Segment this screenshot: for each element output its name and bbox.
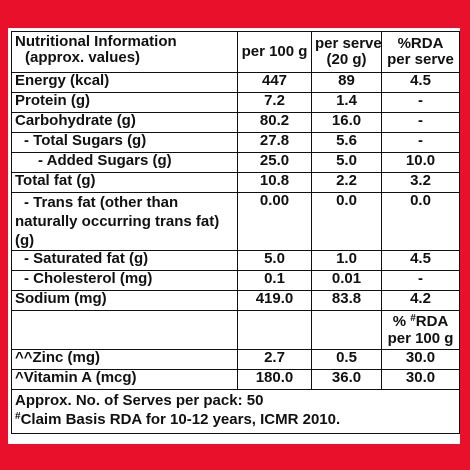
rda-prefix: %	[392, 313, 411, 330]
row-per100: 25.0	[237, 152, 312, 173]
row-label: ^^Zinc (mg)	[11, 349, 238, 370]
table-row: ^Vitamin A (mcg) 180.0 36.0 30.0	[11, 369, 460, 390]
row-label: Protein (g)	[11, 92, 238, 113]
row-per-serve: 36.0	[311, 369, 382, 390]
claim-note-line: #Claim Basis RDA for 10-12 years, ICMR 2…	[15, 410, 456, 429]
row-label-line2: naturally occurring trans fat) (g)	[15, 213, 220, 249]
header-per-serve-line2: (20 g)	[326, 51, 367, 68]
table-row: Total fat (g) 10.8 2.2 3.2	[11, 172, 460, 193]
row-per-serve: 1.4	[311, 92, 382, 113]
serves-note: Approx. No. of Serves per pack: 50	[15, 392, 264, 409]
header-per-serve: per serve (20 g)	[311, 31, 382, 73]
header-rda-per100-line1: % #RDA	[385, 313, 456, 330]
header-per-serve-line1: per serve	[315, 35, 382, 52]
table-row: - Cholesterol (mg) 0.1 0.01 -	[11, 270, 460, 291]
row-rda: 3.2	[381, 172, 460, 193]
row-per-serve: 16.0	[311, 112, 382, 133]
row-rda: 30.0	[381, 369, 460, 390]
row-per-serve: 1.0	[311, 250, 382, 271]
row-label: - Saturated fat (g)	[11, 250, 238, 271]
row-per100: 7.2	[237, 92, 312, 113]
row-per100: 447	[237, 72, 312, 93]
empty-cell	[311, 310, 382, 350]
row-label: ^Vitamin A (mcg)	[11, 369, 238, 390]
row-per-serve: 83.8	[311, 290, 382, 311]
row-per100: 180.0	[237, 369, 312, 390]
row-rda: -	[381, 132, 460, 153]
row-per-serve: 5.0	[311, 152, 382, 173]
row-per100: 0.00	[237, 192, 312, 251]
header-rda-line2: per serve	[387, 51, 454, 68]
row-rda: -	[381, 270, 460, 291]
row-per-serve: 0.0	[311, 192, 382, 251]
table-row: Carbohydrate (g) 80.2 16.0 -	[11, 112, 460, 133]
row-label: Carbohydrate (g)	[11, 112, 238, 133]
row-label: Sodium (mg)	[11, 290, 238, 311]
row-label: Total fat (g)	[11, 172, 238, 193]
header-rda-per100-line2: per 100 g	[387, 330, 454, 347]
row-label-line1: - Trans fat (other than	[24, 194, 179, 211]
row-per100: 27.8	[237, 132, 312, 153]
row-rda: 4.5	[381, 72, 460, 93]
rda-suffix: RDA	[415, 313, 449, 330]
rda-per100-header-row: % #RDA per 100 g	[11, 310, 460, 350]
row-label: Energy (kcal)	[11, 72, 238, 93]
table-row: ^^Zinc (mg) 2.7 0.5 30.0	[11, 349, 460, 370]
row-rda: -	[381, 92, 460, 113]
row-per-serve: 5.6	[311, 132, 382, 153]
row-per100: 419.0	[237, 290, 312, 311]
claim-hash-mark: #	[15, 411, 21, 422]
table-title: Nutritional Information	[15, 33, 177, 50]
row-label: - Added Sugars (g)	[11, 152, 238, 173]
table-row: - Trans fat (other than naturally occurr…	[11, 192, 460, 251]
table-header-row: Nutritional Information (approx. values)…	[11, 31, 460, 73]
rda-hash-mark: #	[410, 313, 416, 324]
table-row: - Saturated fat (g) 5.0 1.0 4.5	[11, 250, 460, 271]
empty-cell	[11, 310, 238, 350]
header-rda: %RDA per serve	[381, 31, 460, 73]
row-per100: 2.7	[237, 349, 312, 370]
table-subtitle: (approx. values)	[25, 49, 141, 66]
row-label: - Cholesterol (mg)	[11, 270, 238, 291]
row-rda: 4.2	[381, 290, 460, 311]
row-per100: 10.8	[237, 172, 312, 193]
row-label: - Trans fat (other than naturally occurr…	[11, 192, 238, 251]
table-row: - Added Sugars (g) 25.0 5.0 10.0	[11, 152, 460, 173]
header-rda-per100: % #RDA per 100 g	[381, 310, 460, 350]
row-per100: 80.2	[237, 112, 312, 133]
table-row: Protein (g) 7.2 1.4 -	[11, 92, 460, 113]
header-rda-line1: %RDA	[397, 35, 444, 52]
table-row: - Total Sugars (g) 27.8 5.6 -	[11, 132, 460, 153]
header-per100: per 100 g	[237, 31, 312, 73]
table-row: Sodium (mg) 419.0 83.8 4.2	[11, 290, 460, 311]
row-rda: 0.0	[381, 192, 460, 251]
row-rda: 10.0	[381, 152, 460, 173]
empty-cell	[237, 310, 312, 350]
row-per100: 5.0	[237, 250, 312, 271]
row-per-serve: 89	[311, 72, 382, 93]
header-title-cell: Nutritional Information (approx. values)	[11, 31, 238, 73]
footer-row: Approx. No. of Serves per pack: 50 #Clai…	[11, 389, 460, 434]
footer-cell: Approx. No. of Serves per pack: 50 #Clai…	[11, 389, 460, 434]
table-row: Energy (kcal) 447 89 4.5	[11, 72, 460, 93]
row-per-serve: 2.2	[311, 172, 382, 193]
claim-note: Claim Basis RDA for 10-12 years, ICMR 20…	[20, 411, 341, 428]
row-rda: 4.5	[381, 250, 460, 271]
row-label: - Total Sugars (g)	[11, 132, 238, 153]
nutrition-table: Nutritional Information (approx. values)…	[11, 31, 460, 434]
row-rda: 30.0	[381, 349, 460, 370]
row-per-serve: 0.5	[311, 349, 382, 370]
row-per100: 0.1	[237, 270, 312, 291]
row-per-serve: 0.01	[311, 270, 382, 291]
row-rda: -	[381, 112, 460, 133]
